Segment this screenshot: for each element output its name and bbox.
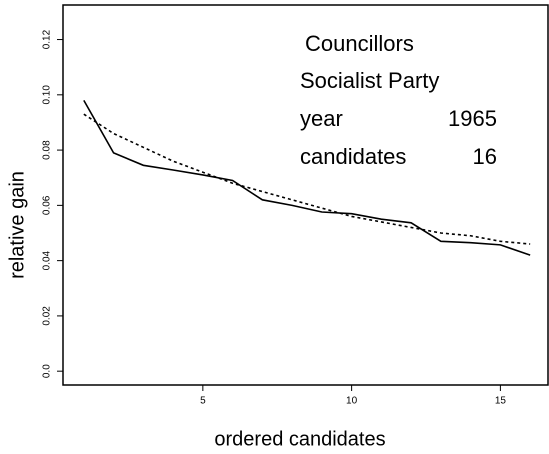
y-tick-label: 0.08 [42, 140, 53, 160]
x-tick-label: 10 [346, 396, 358, 407]
y-tick-label: 0.12 [42, 29, 53, 49]
y-tick-label: 0.10 [42, 85, 53, 105]
x-tick-label: 5 [200, 396, 206, 407]
series-line [83, 113, 531, 245]
x-tick-label: 15 [495, 396, 507, 407]
y-axis-label: relative gain [6, 171, 28, 279]
y-tick-label: 0.06 [42, 195, 53, 215]
x-axis-label: ordered candidates [214, 428, 385, 450]
annotation: candidates [300, 144, 406, 169]
plot-frame [62, 4, 549, 386]
annotation: year [300, 106, 343, 131]
y-tick-label: 0.04 [42, 250, 53, 270]
annotation: 1965 [448, 106, 497, 131]
y-tick-label: 0.0 [42, 364, 53, 378]
y-tick-label: 0.02 [42, 306, 53, 326]
annotation: Councillors [305, 31, 414, 56]
series-line [83, 99, 531, 256]
annotation: 16 [473, 144, 497, 169]
annotation: Socialist Party [300, 68, 439, 93]
